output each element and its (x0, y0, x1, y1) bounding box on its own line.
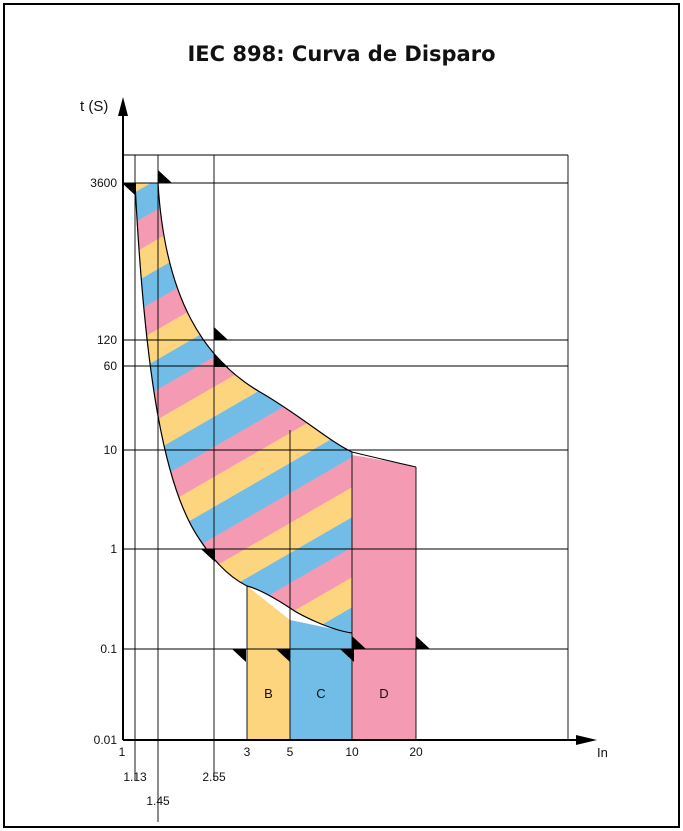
trip-marker-0 (122, 183, 136, 196)
y-axis-arrow (118, 97, 128, 116)
x-tick-label-5: 5 (287, 745, 294, 759)
x-axis-arrow (576, 735, 597, 745)
x-tick-label-2_55: 2.55 (202, 770, 226, 784)
x-tick-label-1_45: 1.45 (146, 794, 170, 808)
x-tick-label-1: 1 (119, 745, 126, 759)
x-axis-label: In (597, 745, 608, 760)
y-tick-label-10: 10 (104, 443, 118, 457)
trip-marker-4 (201, 549, 215, 562)
outer-border (3, 3, 680, 828)
zone-d-area (352, 455, 416, 740)
y-tick-label-120: 120 (97, 333, 117, 347)
grid-layer (123, 154, 569, 822)
y-axis-label: t (S) (80, 98, 108, 115)
labels-layer: B C Dt (S) In 0.01 0.1 1 10 60 120 3600 1 3 5 10 20 1.13… (80, 98, 608, 808)
trip-marker-2 (214, 327, 228, 340)
trip-marker-7 (340, 649, 354, 662)
upper-trip-curve (157, 182, 353, 453)
y-tick-label-60: 60 (104, 359, 118, 373)
trip-marker-9 (416, 636, 430, 649)
trip-marker-1 (158, 170, 172, 183)
chart-title: IEC 898: Curva de Disparo (187, 42, 496, 66)
trip-marker-5 (232, 649, 246, 662)
trip-marker-8 (352, 636, 366, 649)
y-tick-label-0_1: 0.1 (100, 642, 117, 656)
zone-c-area (290, 620, 352, 740)
zones-layer (247, 455, 416, 740)
x-tick-label-20: 20 (409, 745, 423, 759)
zone-c-label: C (316, 686, 325, 701)
d-zone-top-curve (351, 451, 417, 468)
zone-d-label: D (379, 686, 388, 701)
trip-marker-3 (214, 354, 228, 367)
y-tick-label-3600: 3600 (90, 176, 117, 190)
x-tick-label-1_13: 1.13 (123, 770, 147, 784)
x-tick-label-10: 10 (345, 745, 359, 759)
y-tick-label-1: 1 (110, 542, 117, 556)
trip-marker-6 (276, 649, 290, 662)
y-tick-label-0_01: 0.01 (94, 733, 118, 747)
zone-b-label: B (264, 686, 273, 701)
marker-layer (122, 170, 430, 662)
trip-band-stripes (135, 183, 352, 633)
x-tick-label-3: 3 (244, 745, 251, 759)
zone-b-area (247, 586, 290, 740)
lower-trip-curve (134, 182, 353, 634)
axes-layer (118, 97, 597, 745)
